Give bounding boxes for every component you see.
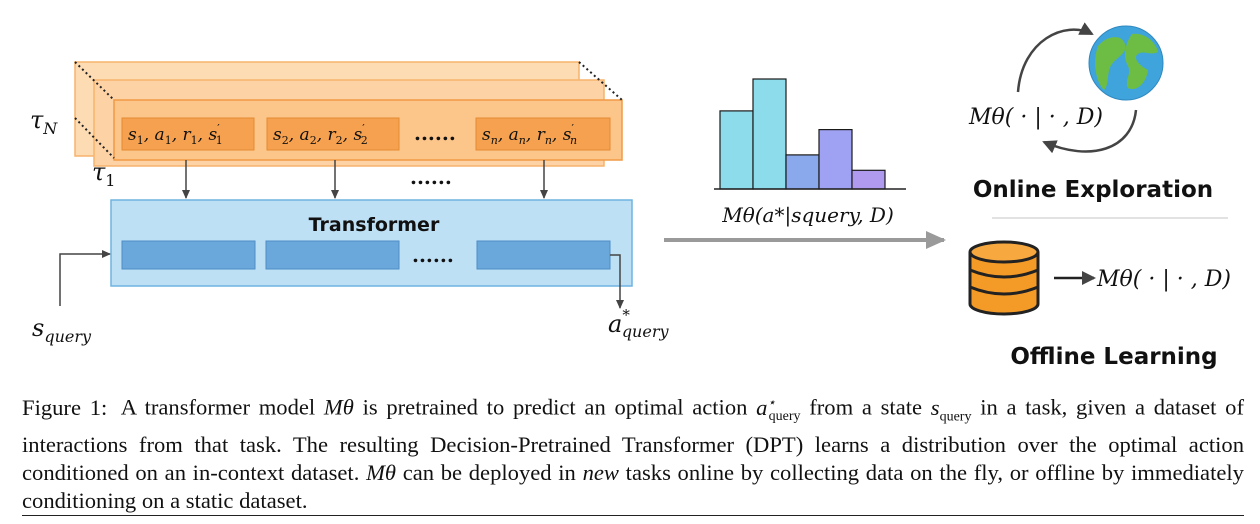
transformer-label: Transformer — [309, 214, 440, 236]
a-query-label: a — [608, 310, 622, 338]
caption-text-3: from a state — [809, 394, 923, 420]
offline-learning: Mθ( · | · , D) Offline Learning — [968, 240, 1231, 370]
transformer-token-2 — [265, 240, 400, 270]
query-input-arrow — [59, 250, 111, 306]
transition-n-s: s — [482, 125, 491, 145]
transition-1-s-sub: 1 — [137, 134, 144, 147]
trajectory-ellipsis: ...... — [414, 121, 456, 145]
offline-title: Offline Learning — [1010, 344, 1217, 370]
histogram-bar-2 — [752, 78, 787, 190]
svg-text:a*query: a* query — [608, 306, 669, 341]
caption-a-query-sup: ⋆ — [767, 394, 776, 409]
transition-box-n: sn, an, rn, s′ n — [475, 117, 611, 151]
transition-1-a-sub: 1 — [165, 134, 172, 147]
offline-model-label: Mθ( · | · , D) — [1096, 267, 1231, 292]
transition-1-r: r — [183, 125, 192, 145]
transition-n-s-sub: n — [491, 134, 498, 147]
caption-m-theta-1: Mθ — [323, 394, 354, 420]
query-output-arrow — [610, 254, 624, 309]
caption-s-query-sub: query — [939, 409, 972, 425]
caption-new: new — [582, 460, 619, 486]
caption-s-query-symbol: s — [930, 394, 940, 420]
transition-n-a-sub: n — [519, 134, 526, 147]
svg-text:τN: τN — [30, 106, 58, 138]
s-query-label: s — [32, 314, 44, 342]
transition-n-r-sub: n — [545, 134, 552, 147]
transition-1-s-next-sub: 1 — [216, 134, 223, 147]
caption-text-2: is pretrained to predict an optimal acti… — [362, 394, 748, 420]
transition-2-a: a — [300, 125, 310, 145]
caption-m-theta-2: Mθ — [366, 460, 396, 486]
histogram-bar-1 — [719, 110, 754, 190]
transition-n-s-next-sub: n — [570, 134, 577, 147]
online-title: Online Exploration — [973, 177, 1213, 203]
transition-2-r: r — [328, 125, 337, 145]
online-exploration: Mθ( · | · , D) Online Exploration — [968, 22, 1213, 203]
svg-text:sn, an, rn, s′n: sn, an, rn, s′ n — [482, 122, 577, 147]
caption-a-query-sub: query — [768, 409, 801, 425]
histogram-bar-5 — [851, 169, 886, 190]
a-query-subscript: query — [622, 322, 670, 341]
a-query-superscript: * — [622, 306, 630, 324]
caption-a-query: a⋆query — [756, 394, 800, 424]
transition-n-r: r — [537, 125, 546, 145]
transition-1-a: a — [155, 125, 165, 145]
svg-text:s2, a2, r2, s′2: s2, a2, r2, s′ 2 — [273, 122, 368, 147]
online-model-label: Mθ( · | · , D) — [968, 105, 1103, 130]
caption-text-5: can be deployed in — [402, 460, 576, 486]
figure-caption: Figure 1: A transformer model Mθ is pret… — [22, 388, 1244, 515]
tau-1-subscript: 1 — [105, 171, 115, 190]
transition-2-s-sub: 2 — [282, 134, 289, 147]
transition-2-r-sub: 2 — [336, 134, 343, 147]
histogram-bar-3 — [785, 154, 820, 190]
transition-1-r-sub: 1 — [191, 134, 198, 147]
svg-text:τ1: τ1 — [92, 158, 115, 190]
transition-1-s: s — [128, 125, 137, 145]
caption-s-query: squery — [930, 394, 972, 425]
tau-1-label: τ — [92, 158, 106, 186]
cycle-arrow-bottom — [1042, 109, 1138, 154]
transition-2-s-next-sub: 2 — [361, 134, 368, 147]
trajectory-stack: τN τ1 s1, a1, r1, s′ 1 s2, a2, r2, s′ 2 ..… — [30, 61, 623, 190]
tau-n-subscript: N — [42, 119, 58, 138]
tau-n-label: τ — [30, 106, 44, 134]
transition-2-s-next: s — [353, 125, 362, 145]
cycle-arrow-top — [1016, 22, 1094, 93]
caption-text-1: A transformer model — [120, 394, 316, 420]
s-query-subscript: query — [44, 327, 92, 346]
transition-box-2: s2, a2, r2, s′ 2 — [266, 117, 400, 151]
dpt-figure: τN τ1 s1, a1, r1, s′ 1 s2, a2, r2, s′ 2 ..… — [30, 22, 1231, 370]
histogram-label: Mθ(a*|squery, D) — [721, 203, 894, 228]
caption-a-query-symbol: a — [756, 394, 768, 420]
caption-label: Figure 1: — [22, 394, 108, 420]
transition-2-a-sub: 2 — [310, 134, 317, 147]
transition-box-1: s1, a1, r1, s′ 1 — [121, 117, 255, 151]
database-icon — [968, 240, 1040, 316]
transformer-block: Transformer ...... — [110, 199, 633, 287]
transformer-token-n — [476, 240, 611, 270]
action-distribution-histogram — [719, 78, 886, 190]
transition-n-s-next: s — [563, 125, 572, 145]
transition-n-a: a — [509, 125, 519, 145]
transformer-ellipsis: ...... — [412, 243, 454, 267]
caption-text-6: tasks online by collecting data on the f… — [22, 460, 1244, 514]
bottom-rule — [22, 515, 1244, 516]
transition-2-s: s — [273, 125, 282, 145]
transition-1-s-next: s — [208, 125, 217, 145]
svg-text:squery: squery — [32, 314, 92, 346]
histogram-bar-4 — [818, 129, 853, 190]
caption-text-4: in a task, given a dataset of interactio… — [22, 394, 1244, 486]
transformer-token-1 — [121, 240, 256, 270]
arrow-ellipsis: ...... — [410, 165, 452, 189]
svg-text:s1, a1, r1, s′1: s1, a1, r1, s′ 1 — [128, 122, 223, 147]
globe-icon — [1088, 25, 1164, 101]
